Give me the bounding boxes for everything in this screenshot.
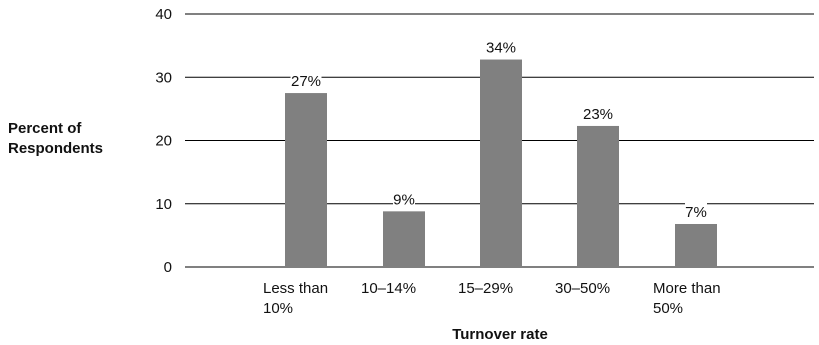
bars xyxy=(285,59,717,267)
data-label-bg-4 xyxy=(582,103,614,122)
data-label-2: 9% xyxy=(393,191,415,208)
bar-5 xyxy=(675,223,717,267)
x-category-5: More than 50% xyxy=(653,280,721,317)
bar-2 xyxy=(383,211,425,267)
y-tick-30: 30 xyxy=(155,69,172,86)
data-label-5: 7% xyxy=(685,204,707,221)
bar-4 xyxy=(577,125,619,267)
y-tick-20: 20 xyxy=(155,133,172,150)
y-tick-10: 10 xyxy=(155,196,172,213)
data-label-bg-3 xyxy=(485,37,517,56)
data-label-bg-2 xyxy=(393,189,415,208)
data-label-bg-5 xyxy=(685,201,707,220)
bar-1 xyxy=(285,93,327,267)
data-labels: 27% 9% 34% 23% 7% xyxy=(290,37,707,221)
y-axis-title: Percent of Respondents xyxy=(8,120,103,157)
y-tick-0: 0 xyxy=(164,259,172,276)
x-category-3: 15–29% xyxy=(458,280,513,297)
data-label-3: 34% xyxy=(486,40,516,57)
x-category-labels: Less than 10% 10–14% 15–29% 30–50% More than 5… xyxy=(263,280,721,317)
x-category-1: Less than 10% xyxy=(263,280,328,317)
bar-3 xyxy=(480,59,522,267)
x-axis-title: Turnover rate xyxy=(452,326,548,343)
data-label-4: 23% xyxy=(583,106,613,123)
data-label-bg-1 xyxy=(290,71,322,90)
x-category-4: 30–50% xyxy=(555,280,610,297)
y-tick-40: 40 xyxy=(155,6,172,23)
x-category-2: 10–14% xyxy=(361,280,416,297)
data-label-1: 27% xyxy=(291,73,321,90)
y-tick-labels: 0 10 20 30 40 xyxy=(155,6,172,276)
